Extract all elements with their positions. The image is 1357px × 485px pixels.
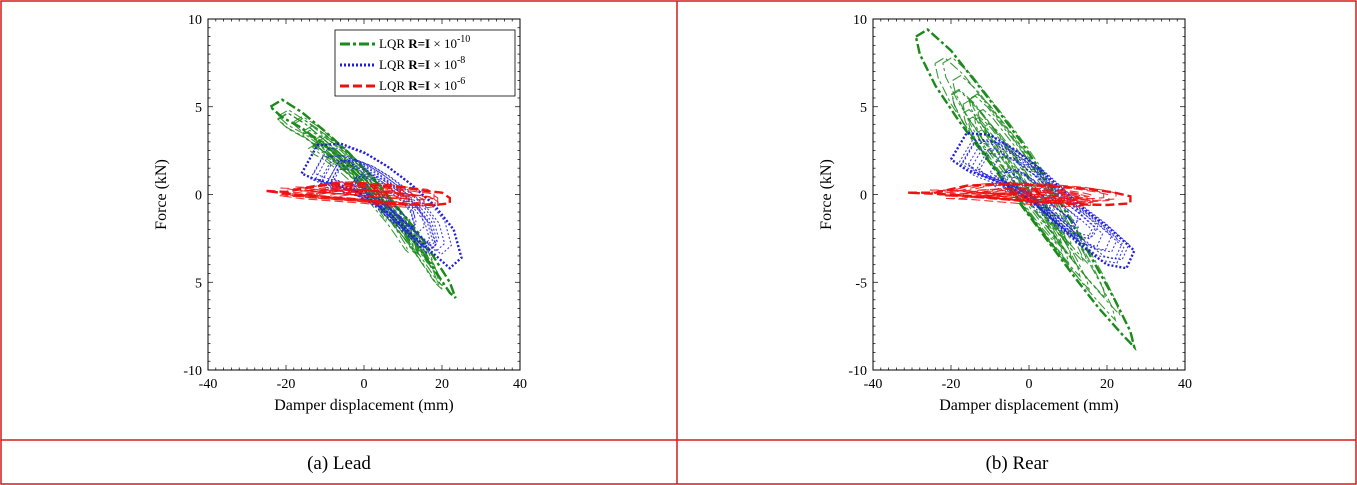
series-fill-loop (304, 185, 414, 199)
y-tick-label: 5 (195, 101, 202, 116)
legend-entry: LQR R=I × 10-8 (379, 55, 465, 72)
plot-area (908, 28, 1137, 352)
series-envelope (908, 182, 1132, 207)
series-fill-loop (974, 116, 1063, 245)
x-tick-label: 0 (1026, 377, 1033, 392)
x-tick-label: 20 (1100, 377, 1114, 392)
chart-panel-rear: -40 -20 0 20 40 -10 -5 0 5 10 Damper displacement … (818, 13, 1192, 414)
legend-entry: LQR R=I × 10-10 (379, 34, 470, 51)
series-fill-loop (313, 146, 453, 256)
series-fill-loop (330, 164, 416, 232)
x-tick-label: -20 (942, 377, 961, 392)
series-fill-loop (974, 192, 1065, 203)
x-tick-label: 40 (1178, 377, 1192, 392)
series-fill-loop (327, 159, 440, 247)
series-fill-loop (942, 56, 1121, 317)
series-fill-loop (277, 109, 444, 287)
series-fill-loop (967, 140, 1130, 261)
series-fill-loop (327, 159, 446, 253)
series-envelope (269, 98, 457, 299)
y-tick-label: 5 (860, 101, 867, 116)
x-tick-label: -20 (277, 377, 296, 392)
x-tick-label: 0 (361, 377, 368, 392)
series-fill-loop (958, 138, 1123, 260)
x-tick-label: -40 (199, 377, 218, 392)
legend: LQR R=I × 10-10 LQR R=I × 10-8 LQR R=I × 1… (334, 29, 516, 97)
series-fill-loop (319, 159, 434, 249)
series-fill-loop (989, 156, 1099, 237)
legend-entry: LQR R=I × 10-6 (379, 76, 465, 93)
series-fill-loop (277, 112, 440, 286)
y-tick-label: 10 (188, 13, 202, 28)
series-2 (266, 181, 451, 209)
x-axis-label: Damper displacement (mm) (939, 397, 1119, 414)
y-tick-label: -10 (848, 364, 867, 379)
plot-area (266, 98, 463, 299)
series-fill-loop (295, 189, 436, 207)
caption-lead: (a) Lead (307, 453, 371, 474)
series-fill-loop (295, 181, 422, 198)
x-axis-label: Damper displacement (mm) (274, 397, 454, 414)
series-fill-loop (979, 190, 1080, 202)
series-1 (949, 131, 1136, 270)
series-fill-loop (934, 57, 1117, 323)
series-fill-loop (280, 185, 439, 205)
caption-rear: (b) Rear (986, 453, 1049, 474)
series-fill-loop (349, 175, 418, 229)
series-fill-loop (970, 193, 1073, 204)
legend-box (334, 29, 516, 97)
y-tick-label: 5 (195, 276, 202, 291)
series-fill-loop (307, 144, 410, 254)
series-envelope (300, 142, 463, 270)
series-fill-loop (977, 129, 1057, 246)
series-fill-loop (984, 122, 1068, 244)
y-axis-label: Force (kN) (818, 159, 835, 230)
series-fill-loop (290, 189, 425, 207)
y-tick-label: 10 (853, 13, 867, 28)
x-tick-label: -40 (864, 377, 883, 392)
series-envelope (266, 182, 451, 207)
series-fill-loop (314, 135, 428, 258)
y-axis-label: Force (kN) (153, 159, 170, 230)
series-2 (908, 182, 1132, 208)
chart-panel-lead: -40 -20 0 20 40 -10 5 0 5 10 Damper displacement (… (153, 13, 527, 414)
x-tick-label: 40 (513, 377, 527, 392)
series-fill-loop (952, 74, 1107, 300)
series-envelope (914, 28, 1137, 352)
series-fill-loop (970, 93, 1089, 265)
series-envelope (949, 131, 1136, 270)
series-fill-loop (970, 148, 1104, 248)
series-fill-loop (309, 154, 437, 254)
y-tick-label: -5 (855, 276, 867, 291)
series-fill-loop (960, 142, 1125, 264)
y-tick-label: 0 (860, 189, 867, 204)
x-tick-label: 20 (435, 377, 449, 392)
y-tick-label: 0 (195, 189, 202, 204)
series-fill-loop (1002, 169, 1070, 220)
series-fill-loop (945, 192, 1091, 208)
y-tick-label: -10 (183, 364, 202, 379)
